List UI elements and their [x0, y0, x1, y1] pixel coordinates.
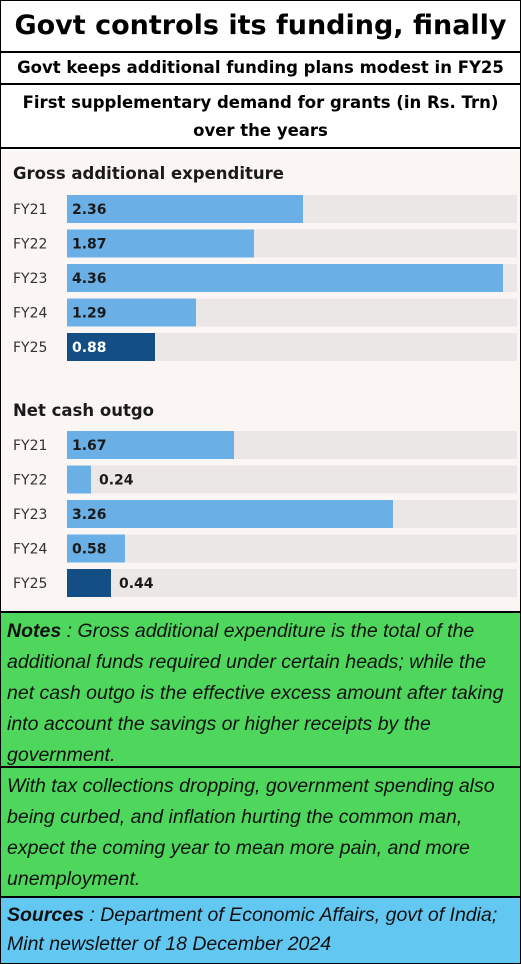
category-label: FY24	[13, 542, 48, 558]
notes-text: : Gross additional expenditure is the to…	[7, 620, 504, 766]
bar	[67, 229, 254, 258]
chart-caption: First supplementary demand for grants (i…	[1, 85, 520, 149]
bar	[67, 431, 234, 459]
value-label: 2.36	[72, 202, 107, 218]
bar	[67, 264, 503, 292]
bar-track	[67, 465, 517, 494]
bar	[67, 333, 155, 361]
chart-1-title: Gross additional expenditure	[13, 164, 284, 183]
value-label: 1.87	[72, 237, 107, 253]
category-label: FY25	[13, 340, 47, 356]
sources-text: : Department of Economic Affairs, govt o…	[7, 904, 498, 955]
value-label: 0.58	[72, 542, 107, 558]
page-title: Govt controls its funding, finally	[1, 1, 520, 53]
value-label: 3.26	[72, 507, 107, 523]
category-label: FY24	[13, 306, 48, 322]
value-label: 0.88	[72, 340, 107, 356]
bar-track	[67, 534, 517, 563]
notes-label: Notes	[7, 620, 62, 642]
outlook-text: With tax collections dropping, governmen…	[7, 775, 495, 890]
category-label: FY22	[13, 237, 47, 253]
page-subtitle: Govt keeps additional funding plans mode…	[1, 53, 520, 85]
sources-box: Sources : Department of Economic Affairs…	[1, 898, 520, 963]
value-label: 1.67	[72, 438, 107, 454]
category-label: FY22	[13, 473, 47, 489]
bar	[67, 534, 125, 563]
value-label: 1.29	[72, 306, 107, 322]
bar-track	[67, 569, 517, 597]
value-label: 4.36	[72, 271, 107, 287]
sources-label: Sources	[7, 904, 84, 926]
category-label: FY21	[13, 202, 47, 218]
chart-area: Gross additional expenditure FY21 2.36 FY22…	[1, 151, 520, 613]
outlook-box: With tax collections dropping, governmen…	[1, 768, 520, 898]
bar	[67, 298, 196, 327]
bar	[67, 465, 91, 494]
category-label: FY21	[13, 438, 47, 454]
bar	[67, 195, 303, 223]
category-label: FY25	[13, 576, 47, 592]
category-label: FY23	[13, 507, 47, 523]
bar	[67, 500, 393, 528]
notes-box: Notes : Gross additional expenditure is …	[1, 613, 520, 768]
value-label: 0.24	[99, 473, 134, 489]
chart-2-title: Net cash outgo	[13, 401, 154, 420]
value-label: 0.44	[119, 576, 154, 592]
category-label: FY23	[13, 271, 47, 287]
bar-charts: Gross additional expenditure FY21 2.36 FY22…	[13, 164, 517, 597]
bar	[67, 569, 111, 597]
